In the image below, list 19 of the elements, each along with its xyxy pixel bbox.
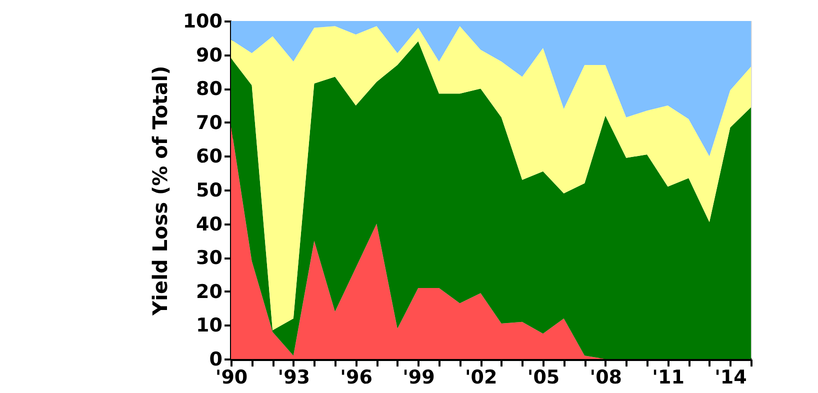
y-tick-label: 60 xyxy=(196,146,222,168)
y-tick-label: 50 xyxy=(196,180,222,202)
y-tick-label: 100 xyxy=(182,10,222,32)
y-axis-title: Yield Loss (% of Total) xyxy=(148,66,172,316)
y-tick-label: 90 xyxy=(196,44,222,66)
x-tick-label: '93 xyxy=(278,366,310,388)
y-tick-label: 30 xyxy=(196,247,222,270)
x-tick-label: '02 xyxy=(464,366,498,388)
y-tick-label: 20 xyxy=(196,280,222,303)
y-tick-label: 10 xyxy=(196,314,222,337)
x-tick-label: '99 xyxy=(402,366,435,388)
x-tick-label: '08 xyxy=(590,366,622,388)
x-tick-label: '14 xyxy=(714,366,747,388)
y-tick-label: 80 xyxy=(196,78,222,100)
y-tick-label: 40 xyxy=(196,213,222,236)
y-tick-label: 70 xyxy=(196,112,222,134)
x-tick-label: '96 xyxy=(340,366,372,388)
x-tick-label: '05 xyxy=(527,366,560,388)
x-tick-label: '11 xyxy=(652,366,684,388)
